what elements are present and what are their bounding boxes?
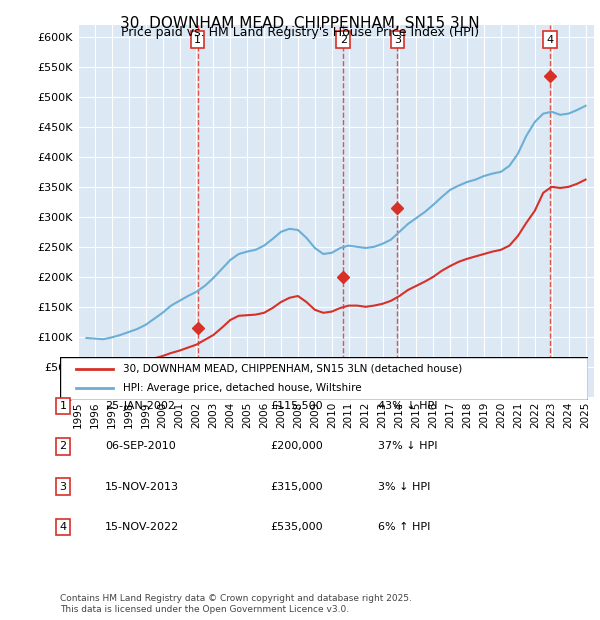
Text: 25-JAN-2002: 25-JAN-2002	[105, 401, 175, 411]
Text: 3: 3	[394, 35, 401, 45]
FancyBboxPatch shape	[60, 356, 588, 400]
Text: 15-NOV-2013: 15-NOV-2013	[105, 482, 179, 492]
Text: 30, DOWNHAM MEAD, CHIPPENHAM, SN15 3LN: 30, DOWNHAM MEAD, CHIPPENHAM, SN15 3LN	[120, 16, 480, 30]
Text: 4: 4	[59, 522, 67, 532]
Text: 37% ↓ HPI: 37% ↓ HPI	[378, 441, 437, 451]
Text: Price paid vs. HM Land Registry's House Price Index (HPI): Price paid vs. HM Land Registry's House …	[121, 26, 479, 39]
Text: 3: 3	[59, 482, 67, 492]
Text: £535,000: £535,000	[270, 522, 323, 532]
Text: 6% ↑ HPI: 6% ↑ HPI	[378, 522, 430, 532]
Text: £115,500: £115,500	[270, 401, 323, 411]
Text: 1: 1	[194, 35, 201, 45]
Text: 1: 1	[59, 401, 67, 411]
Text: 43% ↓ HPI: 43% ↓ HPI	[378, 401, 437, 411]
Text: 2: 2	[59, 441, 67, 451]
Text: 06-SEP-2010: 06-SEP-2010	[105, 441, 176, 451]
Text: 3% ↓ HPI: 3% ↓ HPI	[378, 482, 430, 492]
Text: Contains HM Land Registry data © Crown copyright and database right 2025.
This d: Contains HM Land Registry data © Crown c…	[60, 595, 412, 614]
Text: 2: 2	[340, 35, 347, 45]
Text: HPI: Average price, detached house, Wiltshire: HPI: Average price, detached house, Wilt…	[124, 383, 362, 392]
Text: £315,000: £315,000	[270, 482, 323, 492]
Text: £200,000: £200,000	[270, 441, 323, 451]
Text: 30, DOWNHAM MEAD, CHIPPENHAM, SN15 3LN (detached house): 30, DOWNHAM MEAD, CHIPPENHAM, SN15 3LN (…	[124, 364, 463, 374]
Text: 15-NOV-2022: 15-NOV-2022	[105, 522, 179, 532]
Text: 4: 4	[546, 35, 553, 45]
